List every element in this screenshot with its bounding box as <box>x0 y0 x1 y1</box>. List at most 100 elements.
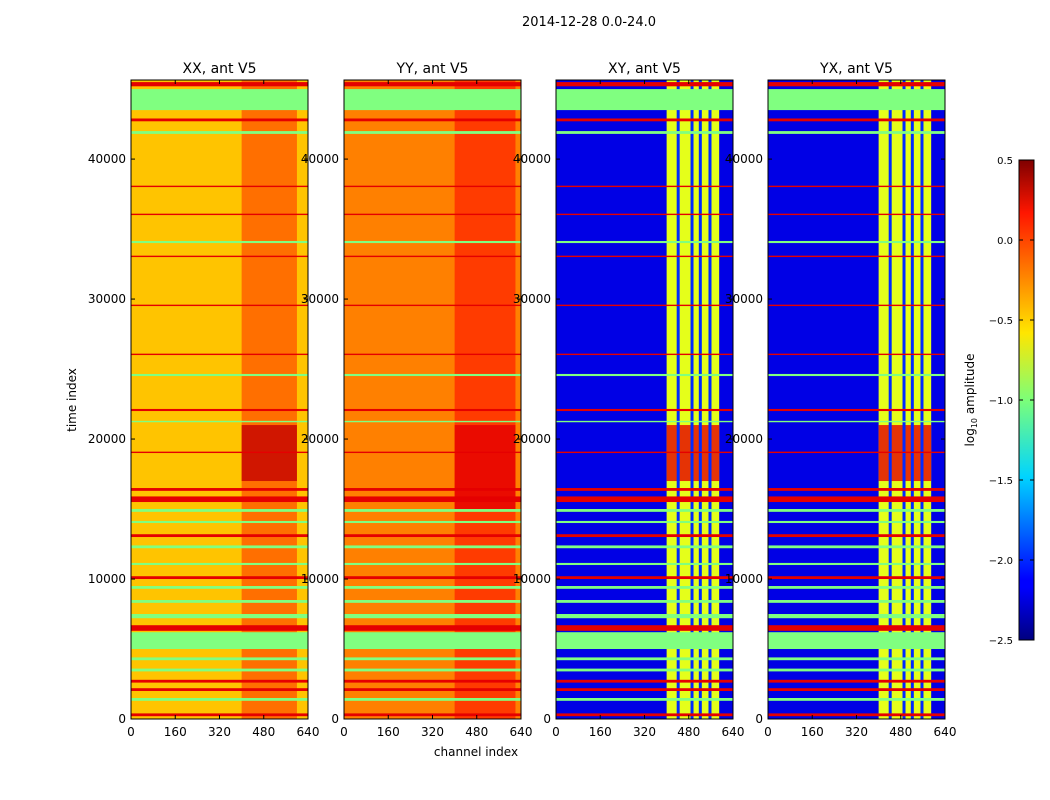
heatmap-time-stripe <box>556 213 733 216</box>
heatmap-time-stripe <box>556 420 733 423</box>
heatmap-time-stripe <box>131 586 308 589</box>
heatmap-time-stripe <box>344 420 521 423</box>
heatmap-time-stripe <box>768 614 945 619</box>
heatmap-time-stripe <box>344 586 521 589</box>
x-tick-label: 320 <box>208 725 231 739</box>
heatmap-time-stripe <box>556 600 733 603</box>
x-tick-label: 0 <box>127 725 135 739</box>
heatmap-time-stripe <box>768 586 945 589</box>
heatmap-time-stripe <box>344 509 521 512</box>
heatmap-time-stripe <box>556 657 733 661</box>
x-tick-label: 640 <box>297 725 320 739</box>
heatmap-time-stripe <box>131 240 308 244</box>
heatmap-time-stripe <box>344 576 521 580</box>
heatmap-time-stripe <box>131 713 308 717</box>
panel-2: XY, ant V5 0 160 320 480 640 0 10000 20000 30000 4… <box>513 61 745 739</box>
heatmap-time-stripe <box>556 496 733 503</box>
heatmap-channel-line <box>698 80 702 719</box>
heatmap-time-stripe <box>131 625 308 631</box>
heatmap-time-stripe <box>768 353 945 356</box>
y-axis-label: time index <box>65 368 79 432</box>
heatmap-channel-line <box>708 80 712 719</box>
heatmap-time-stripe <box>768 562 945 566</box>
heatmap-time-stripe <box>768 496 945 503</box>
heatmap-time-stripe <box>344 240 521 244</box>
y-tick-label: 30000 <box>88 292 126 306</box>
x-tick-label: 640 <box>722 725 745 739</box>
heatmap-channel-line <box>902 80 906 719</box>
heatmap-time-stripe <box>131 89 308 111</box>
heatmap-time-stripe <box>131 353 308 356</box>
heatmap-time-stripe <box>556 688 733 692</box>
heatmap-time-stripe <box>556 679 733 683</box>
heatmap-time-stripe <box>556 534 733 538</box>
y-tick-label: 40000 <box>513 152 551 166</box>
x-tick-label: 640 <box>510 725 533 739</box>
y-tick-label: 0 <box>331 712 339 726</box>
panels: XX, ant V5 0 160 320 480 640 0 10000 20000 30000 4… <box>88 61 957 739</box>
heatmap-time-stripe <box>768 545 945 549</box>
y-tick-label: 20000 <box>88 432 126 446</box>
heatmap-time-stripe <box>131 488 308 491</box>
heatmap-time-stripe <box>556 255 733 258</box>
heatmap-time-stripe <box>131 679 308 683</box>
heatmap-time-stripe <box>131 373 308 377</box>
heatmap-time-stripe <box>344 304 521 307</box>
heatmap-time-stripe <box>556 520 733 524</box>
heatmap-time-stripe <box>131 420 308 423</box>
heatmap-time-stripe <box>768 89 945 111</box>
heatmap-time-stripe <box>131 562 308 566</box>
colorbar-tick-label: 0.5 <box>997 156 1013 167</box>
heatmap-time-stripe <box>344 657 521 661</box>
heatmap-time-stripe <box>131 600 308 603</box>
heatmap-time-stripe <box>556 713 733 717</box>
heatmap-time-stripe <box>556 509 733 512</box>
heatmap-time-stripe <box>344 496 521 503</box>
heatmap-time-stripe <box>768 131 945 134</box>
heatmap-time-stripe <box>344 534 521 538</box>
heatmap-time-stripe <box>344 668 521 672</box>
y-tick-label: 0 <box>118 712 126 726</box>
heatmap-time-stripe <box>768 408 945 412</box>
heatmap-time-stripe <box>556 304 733 307</box>
y-tick-label: 30000 <box>301 292 339 306</box>
colorbar-tick-label: −1.0 <box>989 396 1013 407</box>
panel-title: YY, ant V5 <box>396 61 469 77</box>
y-tick-label: 40000 <box>88 152 126 166</box>
heatmap-time-stripe <box>344 545 521 549</box>
heatmap-channel-band <box>454 80 516 719</box>
heatmap-time-stripe <box>344 520 521 524</box>
heatmap-time-stripe <box>768 688 945 692</box>
heatmap-time-stripe <box>556 118 733 122</box>
heatmap-time-stripe <box>556 89 733 111</box>
x-tick-label: 480 <box>889 725 912 739</box>
heatmap-channel-line <box>920 80 924 719</box>
heatmap-time-stripe <box>556 632 733 650</box>
heatmap-time-stripe <box>768 520 945 524</box>
heatmap-time-stripe <box>131 668 308 672</box>
x-tick-label: 160 <box>164 725 187 739</box>
heatmap-time-stripe <box>768 632 945 650</box>
heatmap-channel-line <box>690 80 694 719</box>
y-tick-label: 40000 <box>725 152 763 166</box>
heatmap-time-stripe <box>344 600 521 603</box>
heatmap-time-stripe <box>344 89 521 111</box>
x-tick-label: 160 <box>377 725 400 739</box>
heatmap-time-stripe <box>131 304 308 307</box>
y-tick-label: 0 <box>755 712 763 726</box>
heatmap-time-stripe <box>344 185 521 188</box>
heatmap-time-stripe <box>131 118 308 122</box>
heatmap-time-stripe <box>556 562 733 566</box>
heatmap-time-stripe <box>556 185 733 188</box>
heatmap-time-stripe <box>344 688 521 692</box>
heatmap-time-stripe <box>768 118 945 122</box>
heatmap-time-stripe <box>344 679 521 683</box>
heatmap-time-stripe <box>344 632 521 650</box>
heatmap-time-stripe <box>556 82 733 87</box>
heatmap-time-stripe <box>344 562 521 566</box>
heatmap-time-stripe <box>768 255 945 258</box>
heatmap-time-stripe <box>768 213 945 216</box>
heatmap-time-stripe <box>131 545 308 549</box>
x-tick-label: 320 <box>845 725 868 739</box>
